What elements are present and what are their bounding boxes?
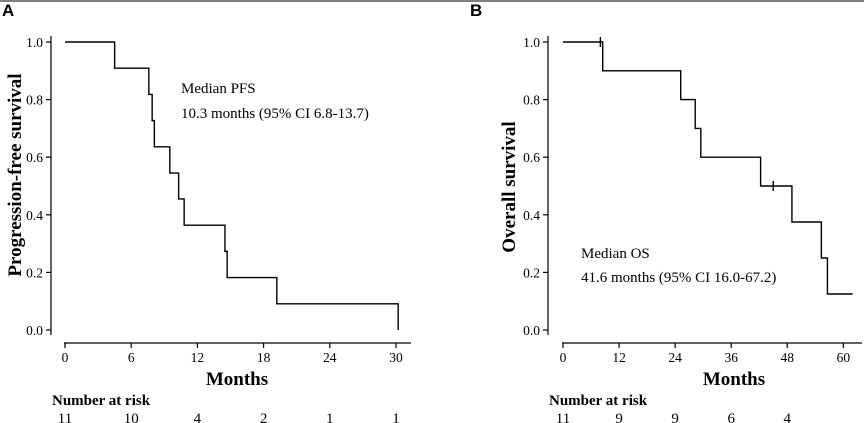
x-tick-label: 24 bbox=[668, 350, 682, 365]
x-tick-label: 24 bbox=[323, 350, 337, 365]
risk-table-values: 11 9 9 6 4 bbox=[556, 411, 792, 423]
y-tick-label: 0.6 bbox=[523, 150, 540, 165]
y-tick-label: 0.4 bbox=[26, 208, 43, 223]
y-tick-label: 0.2 bbox=[26, 265, 43, 280]
risk-count: 9 bbox=[671, 411, 679, 423]
panel-letter: B bbox=[470, 1, 482, 20]
y-tick-label: 1.0 bbox=[523, 35, 540, 50]
risk-count: 11 bbox=[58, 411, 72, 423]
y-tick-label: 1.0 bbox=[26, 35, 43, 50]
panel-a: A Progression-free survival Months 0.00.… bbox=[2, 1, 411, 423]
x-tick-label: 48 bbox=[781, 350, 795, 365]
risk-count: 10 bbox=[124, 411, 139, 423]
survival-curve bbox=[65, 41, 399, 330]
y-axis-label: Overall survival bbox=[499, 121, 520, 252]
x-tick-label: 36 bbox=[724, 350, 738, 365]
risk-table-title: Number at risk bbox=[52, 393, 151, 409]
risk-table-values: 11 10 4 2 1 1 bbox=[58, 411, 400, 423]
risk-count: 1 bbox=[392, 411, 400, 423]
axes: 0.0 0.2 0.4 0.6 0.8 1.0 0 12 24 36 48 60 bbox=[523, 35, 862, 365]
risk-table-title: Number at risk bbox=[549, 393, 648, 409]
x-tick-label: 12 bbox=[191, 350, 205, 365]
y-axis-label: Progression-free survival bbox=[5, 73, 26, 276]
panel-letter: A bbox=[2, 1, 14, 20]
y-tick-label: 0.2 bbox=[523, 265, 540, 280]
x-tick-label: 12 bbox=[612, 350, 626, 365]
x-tick-label: 30 bbox=[389, 350, 403, 365]
x-tick-label: 0 bbox=[560, 350, 567, 365]
risk-count: 9 bbox=[615, 411, 623, 423]
risk-count: 1 bbox=[326, 411, 334, 423]
x-tick-label: 60 bbox=[837, 350, 851, 365]
axes: 0.0 0.2 0.4 0.6 0.8 1.0 0 6 12 18 24 30 bbox=[26, 35, 411, 365]
annotation-line-1: Median PFS bbox=[181, 81, 256, 97]
x-tick-label: 18 bbox=[257, 350, 271, 365]
x-axis-label: Months bbox=[703, 369, 765, 390]
risk-count: 4 bbox=[194, 411, 202, 423]
x-axis-label: Months bbox=[206, 369, 268, 390]
x-tick-label: 6 bbox=[128, 350, 135, 365]
x-tick-label: 0 bbox=[62, 350, 69, 365]
annotation-line-2: 10.3 months (95% CI 6.8-13.7) bbox=[181, 106, 369, 122]
y-tick-label: 0.0 bbox=[523, 323, 540, 338]
risk-count: 2 bbox=[260, 411, 268, 423]
y-tick-label: 0.0 bbox=[26, 323, 43, 338]
risk-count: 11 bbox=[556, 411, 570, 423]
risk-count: 4 bbox=[784, 411, 792, 423]
y-tick-label: 0.8 bbox=[26, 93, 43, 108]
panel-b: B Overall survival Months 0.00.20.40.60.… bbox=[470, 1, 862, 423]
y-tick-label: 0.8 bbox=[523, 93, 540, 108]
survival-curve bbox=[563, 41, 853, 295]
risk-count: 6 bbox=[727, 411, 735, 423]
annotation-line-2: 41.6 months (95% CI 16.0-67.2) bbox=[581, 270, 776, 286]
annotation-line-1: Median OS bbox=[581, 246, 650, 262]
y-tick-label: 0.4 bbox=[523, 208, 540, 223]
y-tick-label: 0.6 bbox=[26, 150, 43, 165]
